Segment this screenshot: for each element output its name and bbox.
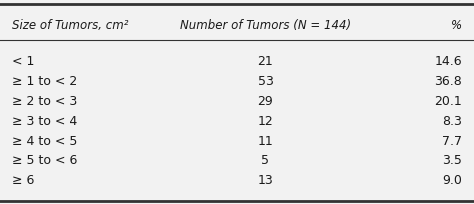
Text: ≥ 1 to < 2: ≥ 1 to < 2 (12, 74, 77, 88)
Text: 21: 21 (257, 55, 273, 68)
Text: %: % (451, 19, 462, 32)
Text: ≥ 2 to < 3: ≥ 2 to < 3 (12, 94, 77, 107)
Text: ≥ 6: ≥ 6 (12, 173, 34, 186)
Text: Size of Tumors, cm²: Size of Tumors, cm² (12, 19, 128, 32)
Text: ≥ 3 to < 4: ≥ 3 to < 4 (12, 114, 77, 127)
Text: 29: 29 (257, 94, 273, 107)
Text: 7.7: 7.7 (442, 134, 462, 147)
Text: 9.0: 9.0 (442, 173, 462, 186)
Text: Number of Tumors (N = 144): Number of Tumors (N = 144) (180, 19, 351, 32)
Text: 36.8: 36.8 (434, 74, 462, 88)
Text: 8.3: 8.3 (442, 114, 462, 127)
Text: 14.6: 14.6 (435, 55, 462, 68)
Text: 3.5: 3.5 (442, 154, 462, 167)
Text: 11: 11 (257, 134, 273, 147)
Text: 20.1: 20.1 (434, 94, 462, 107)
Text: < 1: < 1 (12, 55, 34, 68)
Text: ≥ 4 to < 5: ≥ 4 to < 5 (12, 134, 77, 147)
Text: 13: 13 (257, 173, 273, 186)
Text: 5: 5 (262, 154, 269, 167)
Text: 12: 12 (257, 114, 273, 127)
Text: 53: 53 (257, 74, 273, 88)
Text: ≥ 5 to < 6: ≥ 5 to < 6 (12, 154, 77, 167)
